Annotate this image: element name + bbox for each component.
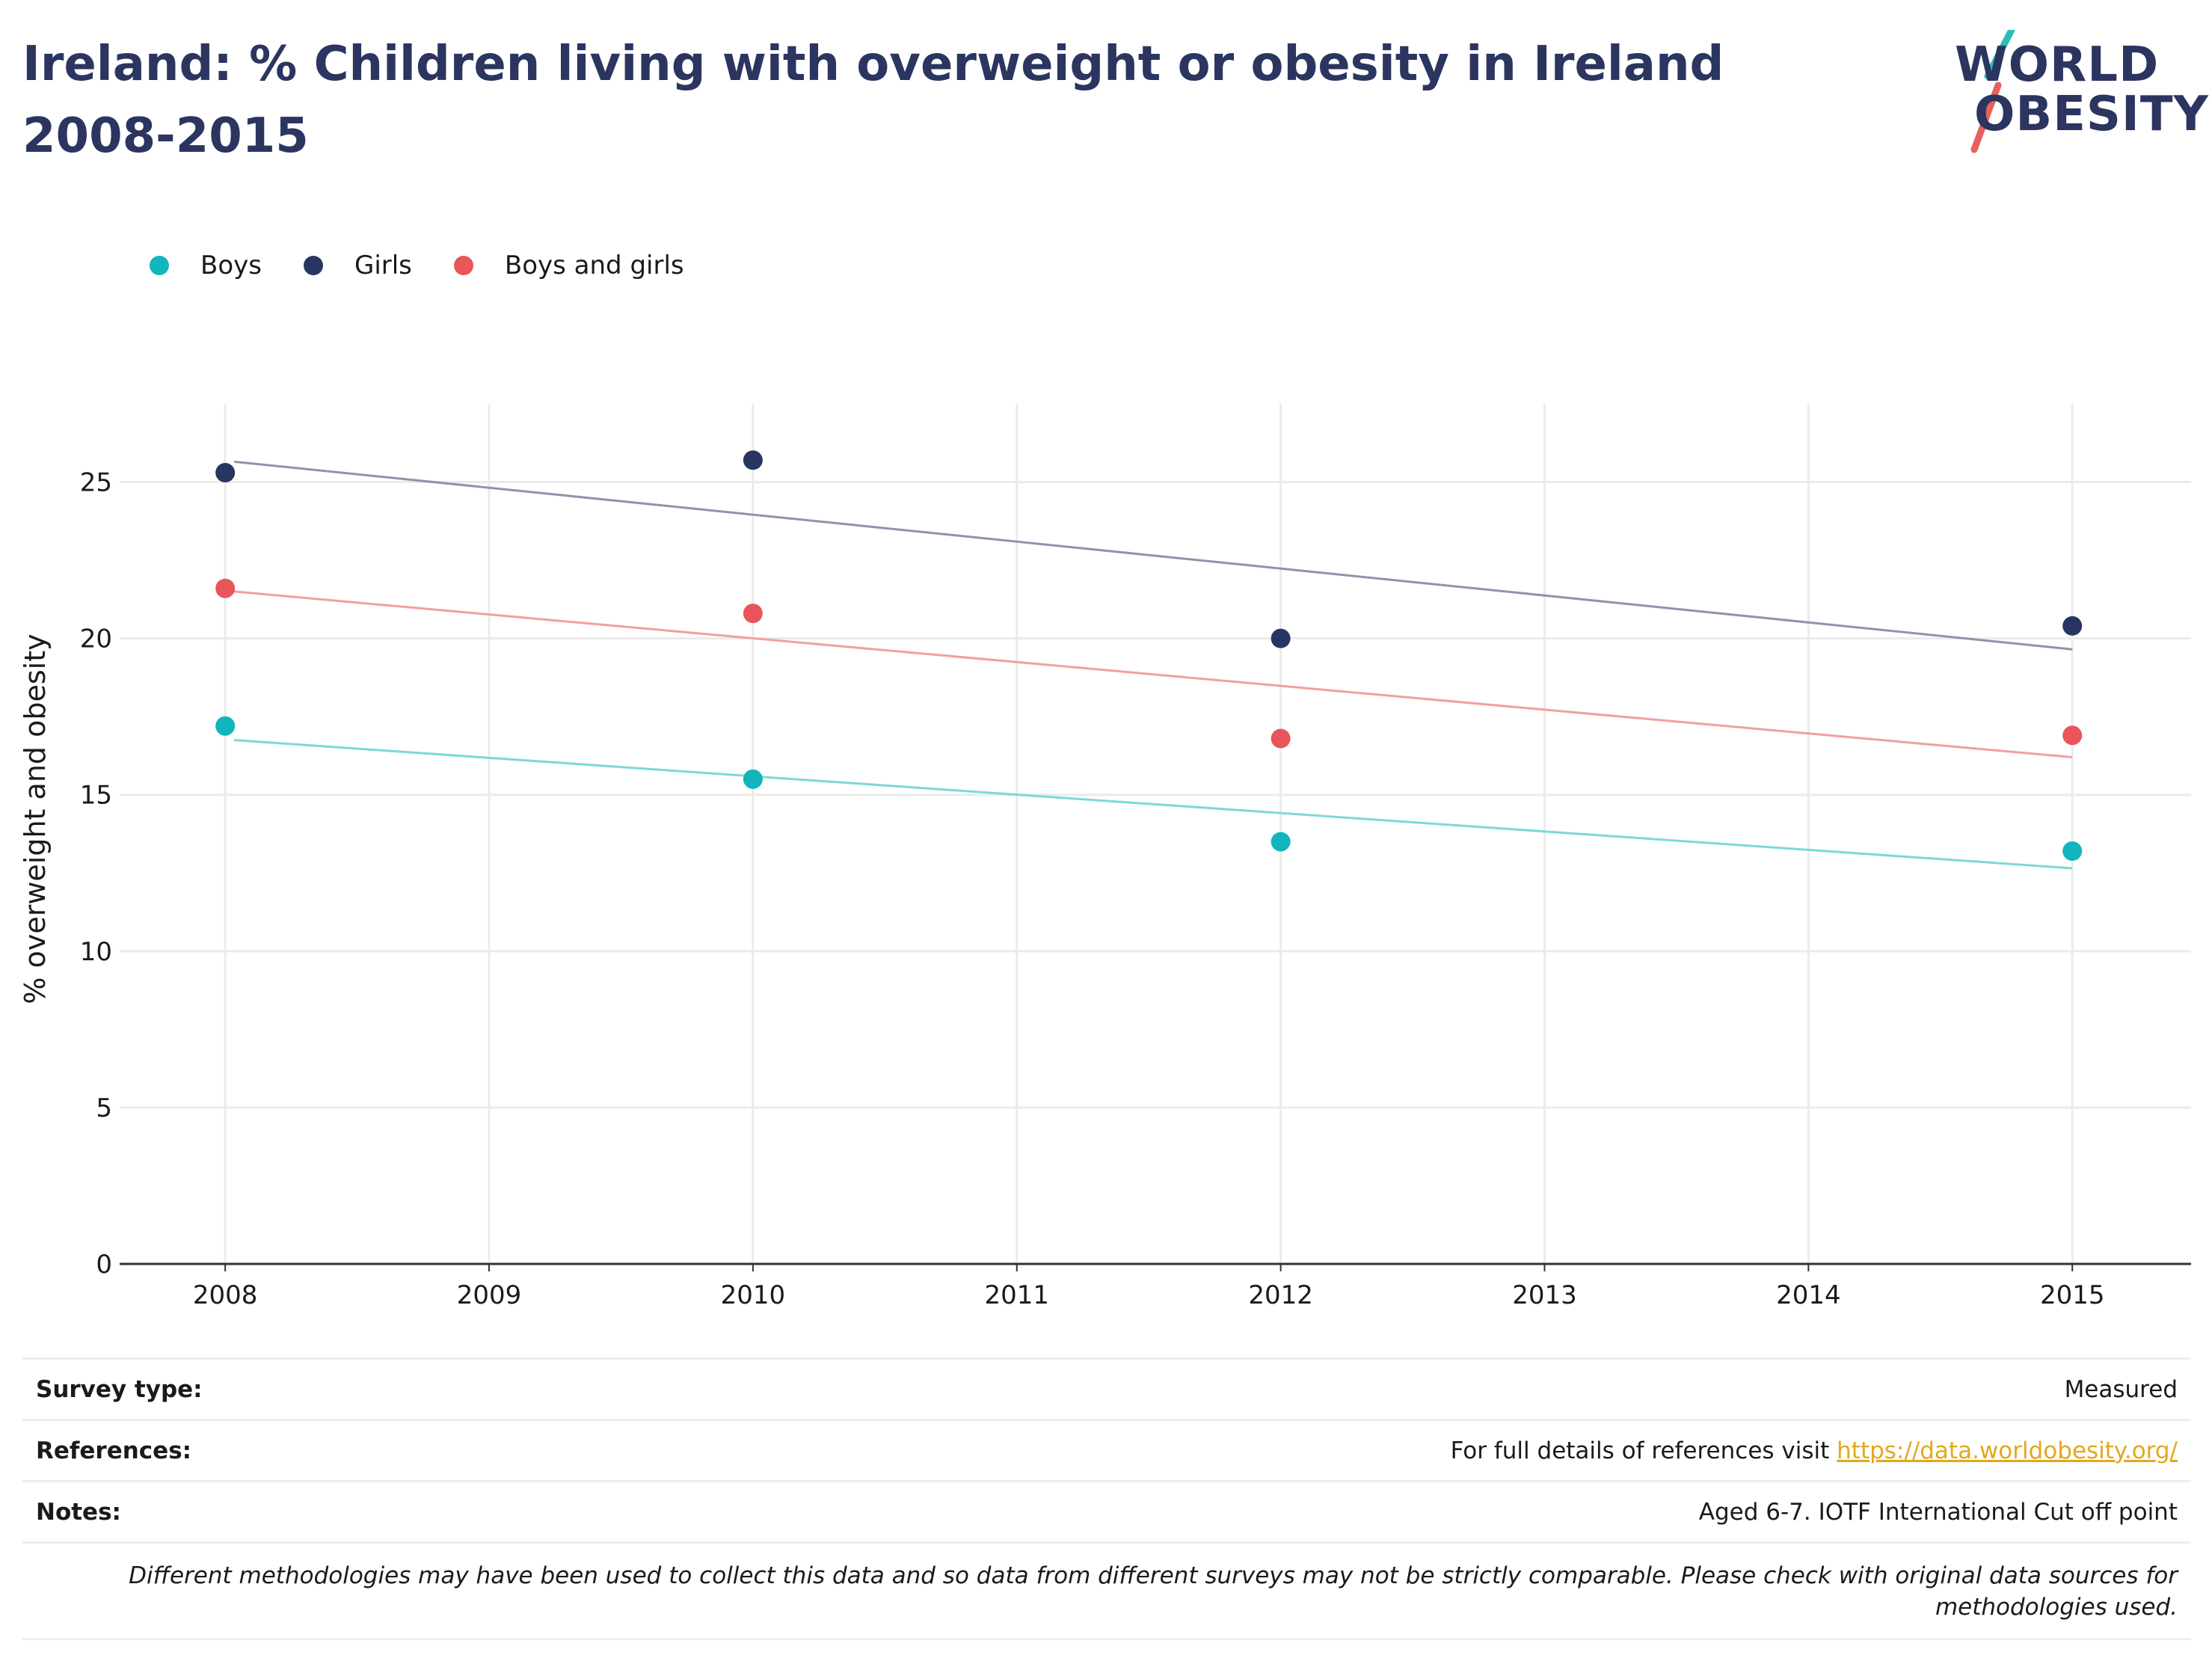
survey-type-label: Survey type: bbox=[36, 1375, 203, 1403]
point-boys-2010 bbox=[743, 769, 763, 789]
data-points bbox=[215, 450, 2083, 861]
legend-label-boys-and-girls: Boys and girls bbox=[504, 251, 684, 280]
legend-marker-girls bbox=[303, 256, 323, 275]
x-tick-label-2012: 2012 bbox=[1248, 1280, 1313, 1310]
legend-label-girls: Girls bbox=[354, 251, 412, 280]
point-girls-2008 bbox=[215, 463, 236, 482]
x-tick-label-2009: 2009 bbox=[457, 1280, 522, 1310]
point-boys-and-girls-2012 bbox=[1271, 728, 1291, 749]
legend-item-boys[interactable]: Boys bbox=[150, 251, 262, 280]
chart-plot: 0 5 10 15 20 25 2008 2009 2010 2011 2012 2013 2014 20… bbox=[19, 404, 2191, 1310]
notes-row: Notes: Aged 6-7. IOTF International Cut … bbox=[22, 1480, 2191, 1541]
legend-item-boys-and-girls[interactable]: Boys and girls bbox=[453, 251, 684, 280]
point-boys-2012 bbox=[1271, 832, 1291, 852]
methodology-disclaimer: Different methodologies may have been us… bbox=[22, 1541, 2191, 1640]
y-tick-label-20: 20 bbox=[80, 624, 112, 654]
logo-slash-icon bbox=[1970, 30, 2015, 153]
point-girls-2010 bbox=[743, 450, 763, 470]
trend-line-girls bbox=[233, 460, 2073, 651]
logo-text-obesity: OBESITY bbox=[1974, 87, 2209, 142]
references-label: References: bbox=[36, 1437, 192, 1464]
point-boys-and-girls-2010 bbox=[743, 604, 763, 624]
references-text: For full details of references visit bbox=[1450, 1437, 1837, 1464]
survey-type-value: Measured bbox=[2064, 1375, 2178, 1403]
x-tick-label-2014: 2014 bbox=[1776, 1280, 1841, 1310]
legend-marker-boys-and-girls bbox=[453, 256, 473, 275]
point-boys-2008 bbox=[215, 716, 236, 736]
y-tick-label-25: 25 bbox=[80, 468, 112, 498]
point-boys-and-girls-2015 bbox=[2062, 725, 2083, 746]
trend-lines bbox=[233, 460, 2073, 870]
point-boys-2015 bbox=[2062, 841, 2083, 861]
x-tick-label-2011: 2011 bbox=[984, 1280, 1049, 1310]
axes: 0 5 10 15 20 25 2008 2009 2010 2011 2012 2013 2014 20… bbox=[80, 468, 2191, 1310]
info-table: Survey type: Measured References: For fu… bbox=[22, 1357, 2191, 1640]
notes-value: Aged 6-7. IOTF International Cut off poi… bbox=[1698, 1498, 2178, 1526]
logo-text-world: WORLD bbox=[1955, 37, 2160, 93]
y-tick-label-10: 10 bbox=[80, 937, 112, 967]
legend-label-boys: Boys bbox=[200, 251, 262, 280]
references-link[interactable]: https://data.worldobesity.org/ bbox=[1837, 1437, 2178, 1464]
references-value: For full details of references visit htt… bbox=[1451, 1437, 2178, 1464]
y-tick-label-5: 5 bbox=[96, 1093, 112, 1123]
point-girls-2012 bbox=[1271, 628, 1291, 648]
x-tick-label-2015: 2015 bbox=[2040, 1280, 2105, 1310]
grid-lines bbox=[120, 404, 2191, 1264]
legend-marker-boys bbox=[150, 256, 169, 275]
legend-item-girls[interactable]: Girls bbox=[303, 251, 412, 280]
trend-line-boys-and-girls bbox=[234, 590, 2073, 759]
y-tick-label-15: 15 bbox=[80, 781, 112, 811]
x-tick-label-2013: 2013 bbox=[1512, 1280, 1577, 1310]
survey-type-row: Survey type: Measured bbox=[22, 1357, 2191, 1419]
point-boys-and-girls-2008 bbox=[215, 578, 236, 598]
notes-label: Notes: bbox=[36, 1498, 121, 1526]
y-tick-label-0: 0 bbox=[96, 1250, 112, 1280]
chart-legend: Boys Girls Boys and girls bbox=[150, 247, 726, 284]
y-axis-title: % overweight and obesity bbox=[19, 633, 52, 1004]
references-row: References: For full details of referenc… bbox=[22, 1419, 2191, 1480]
point-girls-2015 bbox=[2062, 616, 2083, 636]
x-tick-label-2010: 2010 bbox=[721, 1280, 786, 1310]
x-tick-label-2008: 2008 bbox=[193, 1280, 258, 1310]
chart-title: Ireland: % Children living with overweig… bbox=[22, 37, 1724, 164]
trend-line-boys bbox=[234, 739, 2073, 870]
world-obesity-logo: WORLD OBESITY bbox=[1944, 30, 2208, 157]
